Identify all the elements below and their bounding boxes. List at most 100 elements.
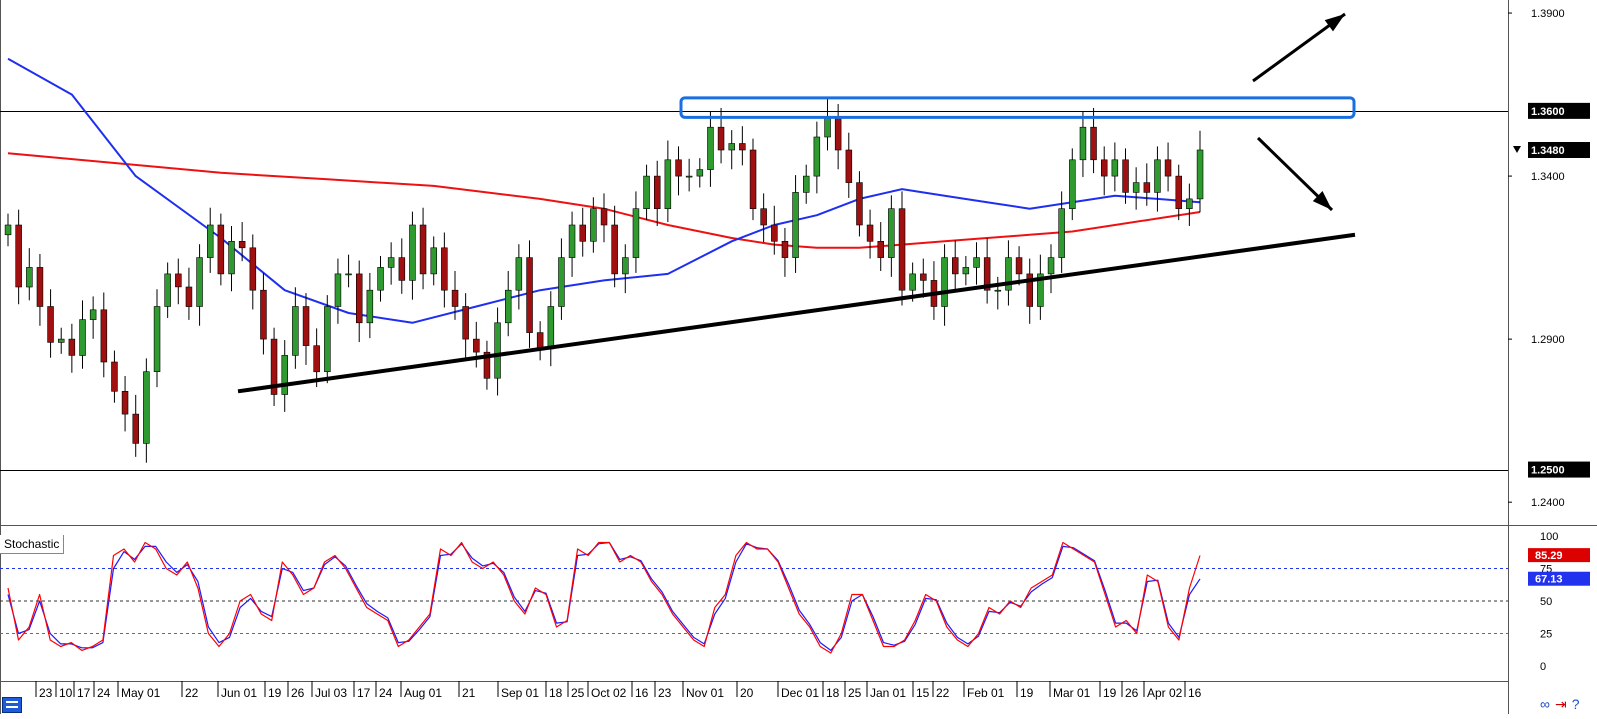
time-tick-label: 26 [1125,686,1139,700]
price-tick-label: 1.3400 [1531,171,1565,183]
candle-body [675,159,682,177]
candle-body [983,257,991,291]
time-tick-label: Oct 02 [591,686,627,700]
candle-body [728,143,735,151]
calendar-grid-icon[interactable] [2,697,22,713]
time-tick-label: 25 [848,686,862,700]
candle-body [1090,126,1097,161]
candle-body [26,267,33,288]
candle-body [377,267,384,291]
candle-body [941,257,948,307]
candle-body [100,309,108,363]
bottom-right-icons: ∞ ⇥? [1540,696,1585,712]
candle-body [696,169,704,177]
candle-body [962,267,970,275]
candle-body [281,355,288,395]
candle-body [175,273,182,288]
time-tick-label: Jun 01 [221,686,257,700]
candle-body [89,309,97,320]
candle-body [994,289,1002,292]
time-tick-label: Dec 01 [781,686,819,700]
candle-body [717,126,725,151]
price-tick-label: 1.2400 [1531,497,1565,509]
candle-body [600,208,608,226]
ascending-trendline [237,232,1356,394]
candle-body [558,257,565,307]
candle-body [249,247,257,291]
candle-body [270,338,278,395]
candle-body [1005,257,1012,291]
candle-body [1186,198,1193,209]
candle-body [334,273,342,307]
time-tick-label: 16 [635,686,649,700]
candle-body [856,182,863,226]
candle-body [1058,208,1065,258]
candle-body [1026,273,1034,307]
candle-body [494,322,501,379]
candle-body [632,208,640,258]
candle-body [813,136,821,177]
candle-body [898,208,906,291]
time-tick-label: 17 [357,686,371,700]
time-tick-label: May 01 [121,686,161,700]
candle-body [387,257,395,268]
candle-body [1079,126,1087,161]
price-tick-label: 1.2900 [1531,334,1565,346]
candle-body [611,224,618,275]
candle-body [196,257,203,307]
candle-body [877,241,884,258]
time-tick-label: Feb 01 [967,686,1005,700]
time-tick-label: 21 [462,686,476,700]
stoch-badge [1528,571,1590,586]
candle-body [302,306,310,346]
candle-body [526,257,533,333]
candle-body [451,289,459,307]
candle-body [1154,159,1161,193]
candle-body [57,338,65,343]
time-tick-label: 22 [936,686,950,700]
time-tick-label: 24 [97,686,111,700]
candle-body [1015,257,1023,275]
candle-body [1037,273,1044,307]
candle-body [409,224,416,281]
time-tick-label: 22 [185,686,199,700]
candle-body [36,267,44,307]
time-tick-label: 19 [1103,686,1117,700]
time-tick-label: 10 [59,686,73,700]
arrow-right-to-bar-icon[interactable]: ⇥ [1554,696,1567,712]
time-tick-label: Nov 01 [686,686,724,700]
stoch-tick-label: 50 [1540,596,1552,608]
candle-body [143,371,150,444]
candle-body [685,175,693,178]
stoch-badge-label: 67.13 [1535,574,1563,586]
candle-body [153,306,161,372]
candle-body [920,273,927,281]
candle-body [1122,159,1129,193]
candle-body [292,306,299,356]
candle-body [824,117,831,138]
time-tick-label: Jul 03 [315,686,347,700]
candle-body [483,351,491,379]
stoch-d-line [7,541,1201,651]
candle-body [707,126,714,170]
time-tick-label: Apr 02 [1147,686,1183,700]
resistance-box [679,96,1356,119]
time-tick-label: Jan 01 [870,686,906,700]
candle-body [781,241,789,258]
candle-body [68,338,76,356]
candle-body [643,175,650,210]
stoch-tick-label: 0 [1540,661,1546,673]
candle-body [653,175,661,210]
time-tick-label: 23 [39,686,53,700]
candle-body [1132,182,1140,193]
question-mark-icon[interactable]: ? [1571,696,1580,712]
candle-body [547,306,555,350]
chain-link-icon[interactable]: ∞ [1540,696,1550,712]
candle-body [47,306,54,343]
candle-body [1196,149,1204,200]
time-tick-label: 20 [740,686,754,700]
candle-body [345,273,352,276]
price-badge-label: 1.3480 [1531,145,1565,157]
time-tick-label: Sep 01 [501,686,539,700]
